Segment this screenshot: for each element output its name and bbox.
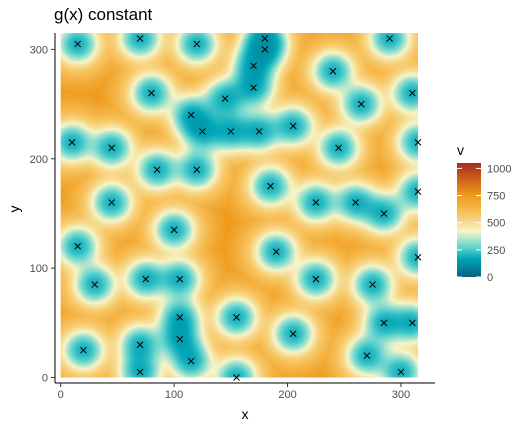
legend-label: 0: [487, 272, 493, 284]
legend-colorbar: [457, 163, 481, 277]
y-tick-label: 100: [30, 263, 48, 275]
x-tick-label: 100: [165, 389, 183, 401]
x-tick-label: 300: [392, 389, 410, 401]
plot-panel: 0 100 200 300 0 100 200 300: [30, 33, 435, 401]
y-axis-ticks: 0 100 200 300: [30, 44, 55, 384]
chart-title: g(x) constant: [54, 5, 153, 24]
legend-label: 500: [487, 218, 505, 230]
y-tick-label: 300: [30, 44, 48, 56]
y-tick-label: 0: [42, 373, 48, 385]
legend: v 0 250 500 750 1000: [457, 142, 511, 284]
legend-label: 750: [487, 191, 505, 203]
y-tick-label: 200: [30, 154, 48, 166]
legend-label: 250: [487, 245, 505, 257]
y-axis-title: y: [6, 206, 22, 213]
x-tick-label: 200: [278, 389, 296, 401]
x-tick-label: 0: [58, 389, 64, 401]
legend-title: v: [457, 142, 464, 158]
x-axis-title: x: [242, 406, 249, 422]
x-axis-ticks: 0 100 200 300: [58, 383, 411, 401]
legend-label: 1000: [487, 163, 511, 175]
